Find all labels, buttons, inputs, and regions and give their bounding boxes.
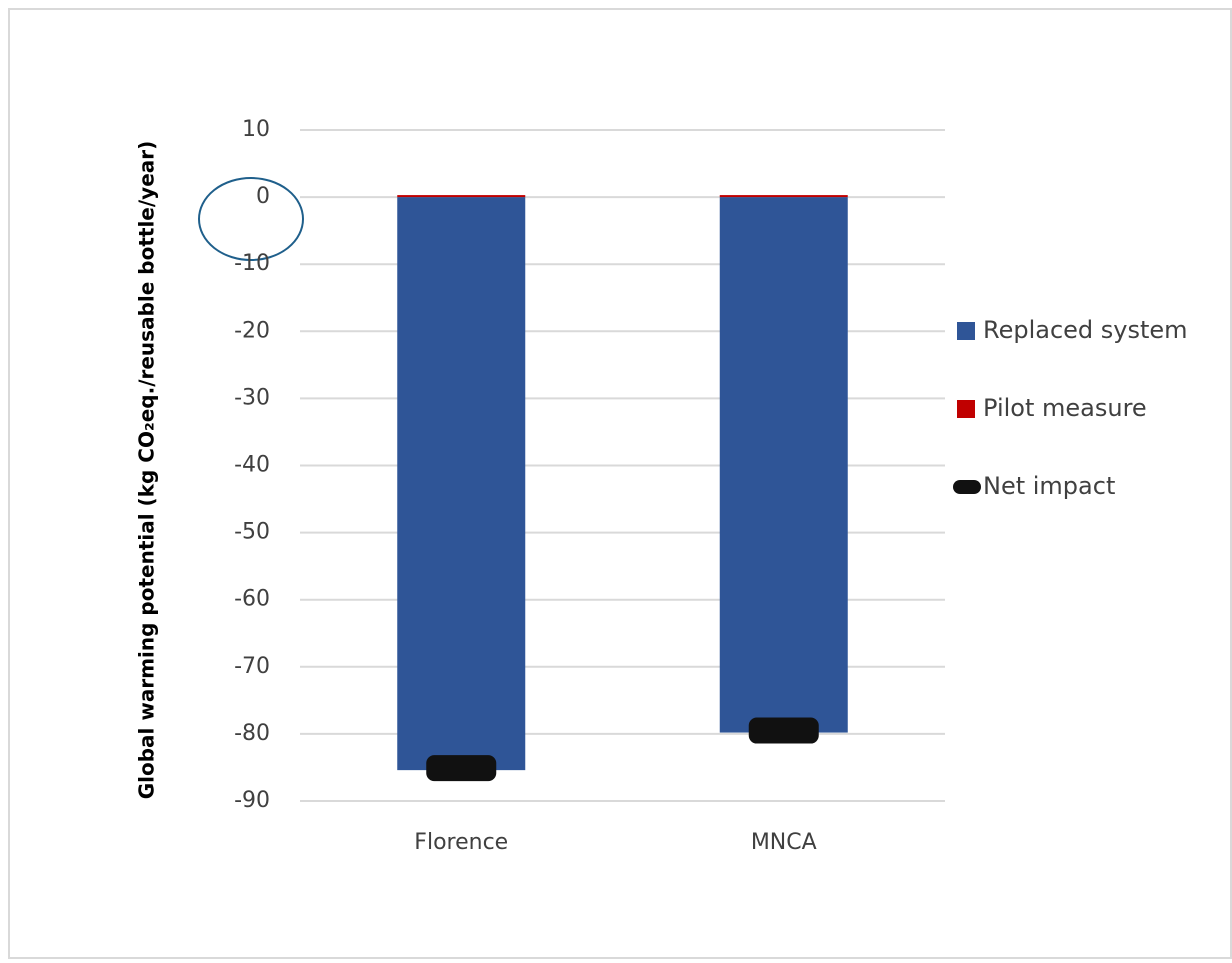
y-tick-label: -80: [234, 721, 270, 746]
y-axis-label: Global warming potential (kg CO₂eq./reus…: [135, 141, 159, 800]
legend-label: Replaced system: [983, 316, 1188, 344]
legend-label: Net impact: [983, 472, 1115, 500]
bar-segment: [719, 195, 848, 198]
legend-swatch: [957, 400, 975, 418]
y-tick-label: -20: [234, 318, 270, 343]
chart-frame: [8, 8, 1232, 959]
legend-marker: [953, 480, 981, 494]
net-marker: [426, 755, 497, 782]
bar-segment: [397, 197, 526, 771]
y-tick-label: -60: [234, 587, 270, 612]
net-marker: [748, 717, 819, 744]
y-tick-label: -50: [234, 520, 270, 545]
bar-segment: [397, 195, 526, 198]
y-tick-label: -10: [234, 251, 270, 276]
y-tick-label: -40: [234, 453, 270, 478]
legend-label: Pilot measure: [983, 394, 1147, 422]
highlight-circle: [198, 177, 304, 261]
y-tick-label: -70: [234, 654, 270, 679]
x-tick-label: Florence: [414, 830, 508, 855]
y-tick-label: -90: [234, 788, 270, 813]
bar-segment: [719, 197, 848, 733]
y-tick-label: 10: [242, 117, 270, 142]
legend-swatch: [957, 322, 975, 340]
y-tick-label: -30: [234, 385, 270, 410]
y-tick-label: 0: [256, 184, 270, 209]
x-tick-label: MNCA: [751, 830, 817, 855]
